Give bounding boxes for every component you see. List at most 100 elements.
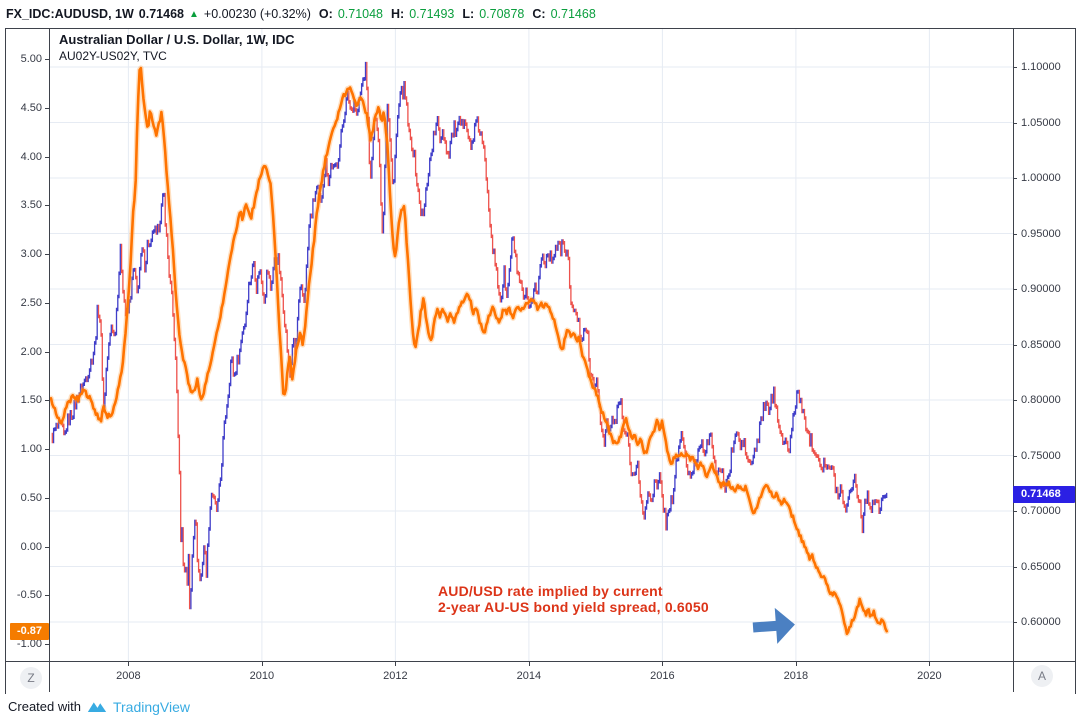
chart-widget: -0.87 5.00 4.50 4.00 3.50 3.00 2.50 2.00 1.50 1.… — [5, 28, 1076, 695]
close-value: 0.71468 — [550, 7, 596, 21]
left-axis-label: 3.00 — [20, 248, 42, 260]
left-axis-tick — [45, 351, 49, 353]
chart-legend: Australian Dollar / U.S. Dollar, 1W, IDC… — [59, 32, 295, 63]
time-axis-label: 2016 — [650, 670, 675, 682]
right-axis-label: 0.90000 — [1021, 283, 1061, 295]
spread-line — [49, 66, 888, 636]
low-value: 0.70878 — [479, 7, 525, 21]
time-axis-label: 2008 — [116, 670, 141, 682]
right-axis-label: 0.60000 — [1021, 616, 1061, 628]
tradingview-logo-icon[interactable] — [86, 699, 108, 714]
attribution-bar: Created with TradingView — [0, 694, 1080, 719]
time-axis-label: 2018 — [783, 670, 809, 682]
left-axis-label: 1.00 — [20, 443, 42, 455]
open-label: O: — [318, 7, 333, 21]
annotation-arrow-right-icon — [752, 607, 795, 644]
time-axis-tick — [395, 662, 397, 666]
left-axis-tick — [45, 205, 49, 207]
left-axis-tick — [45, 644, 49, 645]
right-axis-tick — [1013, 622, 1017, 623]
open-value: 0.71048 — [337, 7, 383, 21]
time-axis-label: 2014 — [516, 670, 542, 682]
left-axis-tick — [45, 497, 49, 499]
left-axis-label: 4.50 — [20, 101, 42, 114]
price-change: +0.00230 (+0.32%) — [203, 7, 311, 21]
timezone-button[interactable]: Z — [20, 667, 42, 689]
time-axis-tick — [795, 662, 797, 666]
time-axis-tick — [662, 662, 664, 666]
right-axis-tick — [1013, 344, 1017, 346]
right-axis-tick — [1013, 511, 1017, 512]
left-axis-tick — [45, 254, 49, 255]
right-axis-tick — [1013, 178, 1017, 179]
right-axis-label: 1.00000 — [1021, 172, 1061, 184]
left-axis-label: 2.00 — [20, 345, 42, 358]
left-axis-label: 1.50 — [20, 394, 42, 407]
left-axis-tick — [45, 107, 49, 109]
left-axis-label: 5.00 — [20, 53, 42, 65]
left-axis-tick — [45, 156, 49, 158]
right-axis-label: 1.10000 — [1021, 61, 1061, 73]
right-axis-tick — [1013, 67, 1017, 68]
left-axis-label: 3.50 — [20, 199, 42, 212]
time-axis-tick — [128, 662, 130, 666]
autoscale-button[interactable]: A — [1031, 665, 1053, 687]
left-axis-label: 0.50 — [20, 491, 42, 504]
chart-pane[interactable]: Australian Dollar / U.S. Dollar, 1W, IDC… — [49, 29, 1013, 661]
close-label: C: — [532, 7, 546, 21]
left-axis-tick — [45, 595, 49, 597]
tradingview-brand-link[interactable]: TradingView — [112, 698, 191, 715]
time-axis-tick — [929, 662, 931, 666]
time-axis-label: 2012 — [383, 670, 408, 682]
left-axis-tick — [45, 59, 49, 60]
created-with-text: Created with — [8, 699, 81, 714]
left-axis-label: 2.50 — [20, 296, 42, 309]
low-label: L: — [462, 7, 475, 21]
right-axis-tick — [1013, 122, 1017, 124]
right-axis-label: 0.75000 — [1021, 449, 1061, 462]
left-axis-label: -1.00 — [16, 638, 42, 650]
time-axis-tick — [528, 662, 530, 666]
overlay-series-title[interactable]: AU02Y-US02Y, TVC — [59, 49, 167, 63]
right-axis-tick — [1013, 566, 1017, 568]
price-chart-canvas[interactable] — [49, 29, 1013, 661]
left-axis-tick — [45, 449, 49, 450]
right-axis-tick — [1013, 233, 1017, 235]
symbol-info-bar: FX_IDC:AUDUSD, 1W 0.71468 ▲ +0.00230 (+0… — [0, 0, 1080, 28]
right-price-axis[interactable]: 0.71468 1.10000 1.05000 1.00000 0.95000 0.90… — [1013, 29, 1075, 661]
left-axis-tick — [45, 546, 49, 548]
right-axis-tick — [1013, 400, 1017, 401]
high-value: 0.71493 — [409, 7, 455, 21]
right-axis-tick — [1013, 289, 1017, 290]
right-axis-tick — [1013, 455, 1017, 457]
right-axis-separator — [1013, 29, 1014, 692]
audusd-down-bars — [51, 61, 880, 610]
audusd-up-bars — [52, 61, 888, 610]
annotation-line-2: 2-year AU-US bond yield spread, 0.6050 — [438, 599, 709, 615]
right-axis-label: 0.85000 — [1021, 338, 1061, 351]
annotation-line-1: AUD/USD rate implied by current — [438, 583, 663, 599]
right-axis-label: 1.05000 — [1021, 116, 1061, 129]
right-axis-label: 0.95000 — [1021, 227, 1061, 240]
high-label: H: — [391, 7, 405, 21]
symbol-name[interactable]: FX_IDC:AUDUSD, 1W — [6, 7, 134, 21]
main-series-title[interactable]: Australian Dollar / U.S. Dollar, 1W, IDC — [59, 32, 295, 47]
implied-rate-annotation: AUD/USD rate implied by current 2-year A… — [438, 583, 709, 615]
price-last-value-badge: 0.71468 — [1013, 486, 1075, 504]
left-axis-label: 0.00 — [20, 540, 42, 553]
left-axis-separator — [49, 29, 50, 692]
price-up-triangle-icon: ▲ — [188, 8, 199, 20]
last-price: 0.71468 — [138, 7, 184, 21]
right-axis-label: 0.70000 — [1021, 505, 1061, 517]
time-axis[interactable]: Z A 2008 2010 2012 2014 2016 2018 2020 — [6, 661, 1075, 692]
left-axis-label: -0.50 — [16, 589, 42, 602]
spread-line-glow — [49, 65, 890, 637]
left-price-axis[interactable]: -0.87 5.00 4.50 4.00 3.50 3.00 2.50 2.00 1.50 1.… — [6, 29, 49, 661]
spread-last-value-badge: -0.87 — [10, 622, 49, 640]
time-axis-label: 2020 — [917, 670, 942, 682]
left-axis-label: 4.00 — [20, 150, 42, 163]
time-axis-label: 2010 — [249, 670, 275, 682]
time-axis-tick — [261, 662, 263, 666]
right-axis-label: 0.65000 — [1021, 560, 1061, 573]
left-axis-tick — [45, 302, 49, 304]
